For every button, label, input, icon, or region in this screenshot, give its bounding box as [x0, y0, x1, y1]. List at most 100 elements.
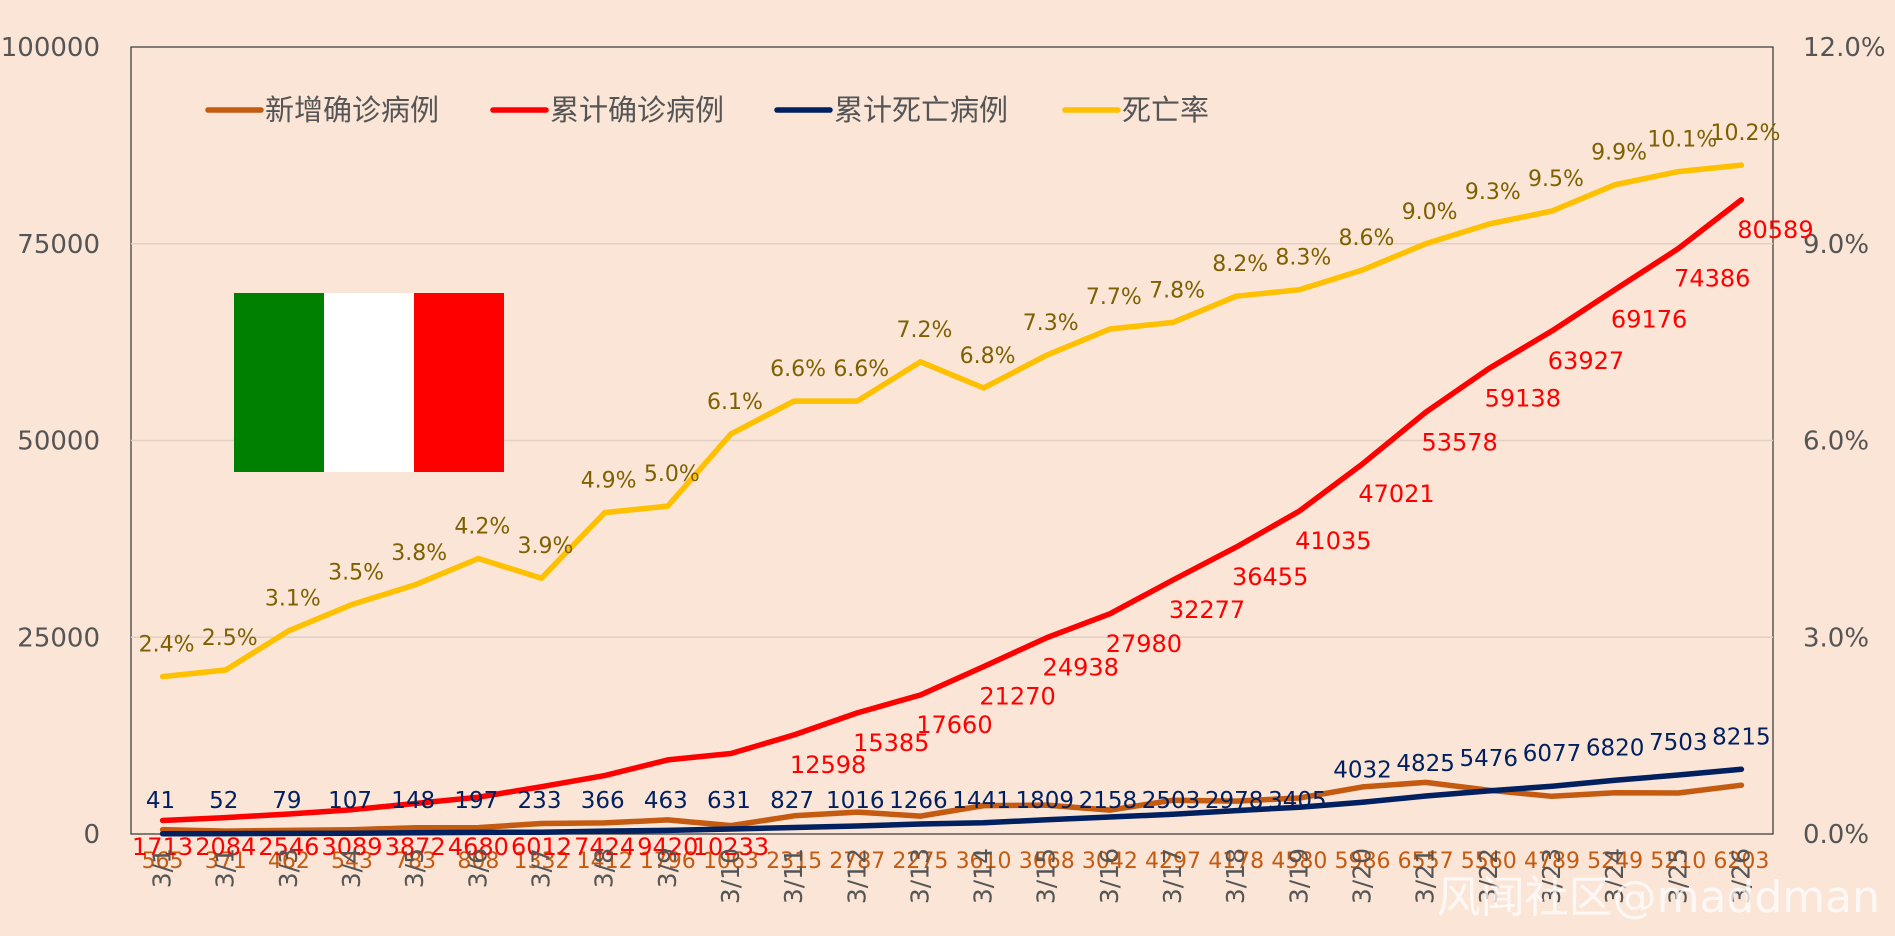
data-label: 2.4% — [139, 633, 195, 658]
data-label: 4.9% — [581, 469, 637, 494]
flag-stripe — [324, 293, 414, 472]
data-label: 80589 — [1737, 216, 1813, 244]
x-tick-label: 3/10 — [716, 848, 745, 904]
x-tick-label: 3/20 — [1348, 848, 1377, 904]
data-label: 47021 — [1358, 480, 1434, 508]
data-label: 1266 — [889, 788, 948, 814]
data-label: 4178 — [1208, 849, 1264, 874]
data-label: 4789 — [1524, 849, 1580, 874]
data-label: 2158 — [1079, 788, 1138, 814]
x-tick-label: 3/13 — [905, 848, 934, 904]
data-label: 41035 — [1295, 527, 1371, 555]
data-label: 63927 — [1548, 347, 1624, 375]
x-tick-label: 3/9 — [653, 848, 682, 888]
x-tick-label: 3/11 — [779, 848, 808, 904]
data-label: 8.3% — [1275, 246, 1331, 271]
data-label: 3668 — [1019, 849, 1075, 874]
data-label: 24938 — [1043, 654, 1119, 682]
series-line-2 — [159, 766, 1745, 837]
series-line-0 — [159, 779, 1745, 834]
data-label: 9.3% — [1465, 180, 1521, 205]
data-label: 17660 — [916, 711, 992, 739]
x-tick-label: 3/1 — [148, 848, 177, 888]
watermark: 风闻社区@maddman — [1437, 872, 1880, 923]
x-tick-label: 3/5 — [400, 848, 429, 888]
x-tick-label: 3/25 — [1663, 848, 1692, 904]
data-label: 3872 — [385, 833, 446, 861]
legend: 新增确诊病例 累计确诊病例 累计死亡病例 死亡率 — [205, 93, 1209, 127]
data-label: 233 — [518, 788, 562, 814]
data-label: 7.2% — [896, 318, 952, 343]
flag-stripe — [234, 293, 324, 472]
data-label: 3405 — [1268, 788, 1327, 814]
data-label: 9.0% — [1402, 200, 1458, 225]
x-tick-label: 3/22 — [1474, 848, 1503, 904]
data-label: 5249 — [1587, 849, 1643, 874]
data-label: 543 — [331, 849, 373, 874]
data-label: 197 — [454, 788, 498, 814]
x-tick-label: 3/15 — [1032, 848, 1061, 904]
data-label: 69176 — [1611, 306, 1687, 334]
data-label: 3.1% — [265, 587, 321, 612]
data-label: 4580 — [1271, 849, 1327, 874]
data-label: 371 — [205, 849, 247, 874]
data-label: 3.5% — [328, 560, 384, 585]
data-label: 6077 — [1523, 741, 1582, 767]
data-label: 10233 — [693, 833, 769, 861]
data-label: 463 — [644, 788, 688, 814]
data-label: 1332 — [514, 849, 570, 874]
data-label: 5.0% — [644, 462, 700, 487]
data-labels: 565 371 462 543 783 808 1332 1412 1796 1063 2315 27… — [132, 121, 1814, 874]
data-label: 53578 — [1421, 428, 1497, 456]
data-label: 7424 — [574, 833, 635, 861]
x-tick-label: 3/7 — [527, 848, 556, 888]
data-label: 2.5% — [202, 626, 258, 651]
data-label: 74386 — [1674, 265, 1750, 293]
data-label: 1441 — [952, 788, 1011, 814]
data-label: 5476 — [1460, 746, 1519, 772]
data-label: 1713 — [132, 833, 193, 861]
x-tick-label: 3/14 — [969, 848, 998, 904]
data-label: 1016 — [826, 788, 885, 814]
data-label: 6203 — [1713, 849, 1769, 874]
data-label: 2787 — [829, 849, 885, 874]
data-label: 6.6% — [770, 357, 826, 382]
data-label: 7.3% — [1023, 311, 1079, 336]
data-label: 4.2% — [454, 515, 510, 540]
x-tick-label: 3/12 — [842, 848, 871, 904]
data-label: 8.2% — [1212, 252, 1268, 277]
y-right-tick-label: 3.0% — [1803, 623, 1869, 653]
x-tick-label: 3/18 — [1221, 848, 1250, 904]
data-label: 5986 — [1335, 849, 1391, 874]
data-label: 8215 — [1712, 724, 1771, 750]
legend-entry: 死亡率 — [1122, 93, 1209, 127]
y-left-tick-label: 0 — [83, 820, 100, 850]
data-label: 79 — [272, 788, 301, 814]
legend-entry: 累计确诊病例 — [550, 93, 724, 127]
data-label: 808 — [457, 849, 499, 874]
data-label: 4297 — [1145, 849, 1201, 874]
data-label: 7.7% — [1086, 285, 1142, 310]
y-left-tick-label: 75000 — [17, 230, 100, 260]
data-label: 462 — [268, 849, 310, 874]
data-label: 12598 — [790, 751, 866, 779]
data-label: 1063 — [703, 849, 759, 874]
data-label: 2275 — [892, 849, 948, 874]
x-tick-label: 3/21 — [1411, 848, 1440, 904]
x-tick-label: 3/19 — [1284, 848, 1313, 904]
data-label: 366 — [581, 788, 625, 814]
data-label: 2978 — [1205, 788, 1264, 814]
series-line-3 — [159, 162, 1745, 680]
data-label: 6820 — [1586, 735, 1645, 761]
data-label: 21270 — [979, 683, 1055, 711]
y-left-tick-label: 100000 — [1, 33, 100, 63]
data-label: 15385 — [853, 729, 929, 757]
series-line-1 — [159, 197, 1745, 824]
data-label: 59138 — [1485, 385, 1561, 413]
data-label: 10.2% — [1710, 121, 1780, 146]
data-label: 3.8% — [391, 541, 447, 566]
data-label: 1809 — [1015, 788, 1074, 814]
data-label: 6012 — [511, 833, 572, 861]
data-label: 4825 — [1396, 751, 1455, 777]
